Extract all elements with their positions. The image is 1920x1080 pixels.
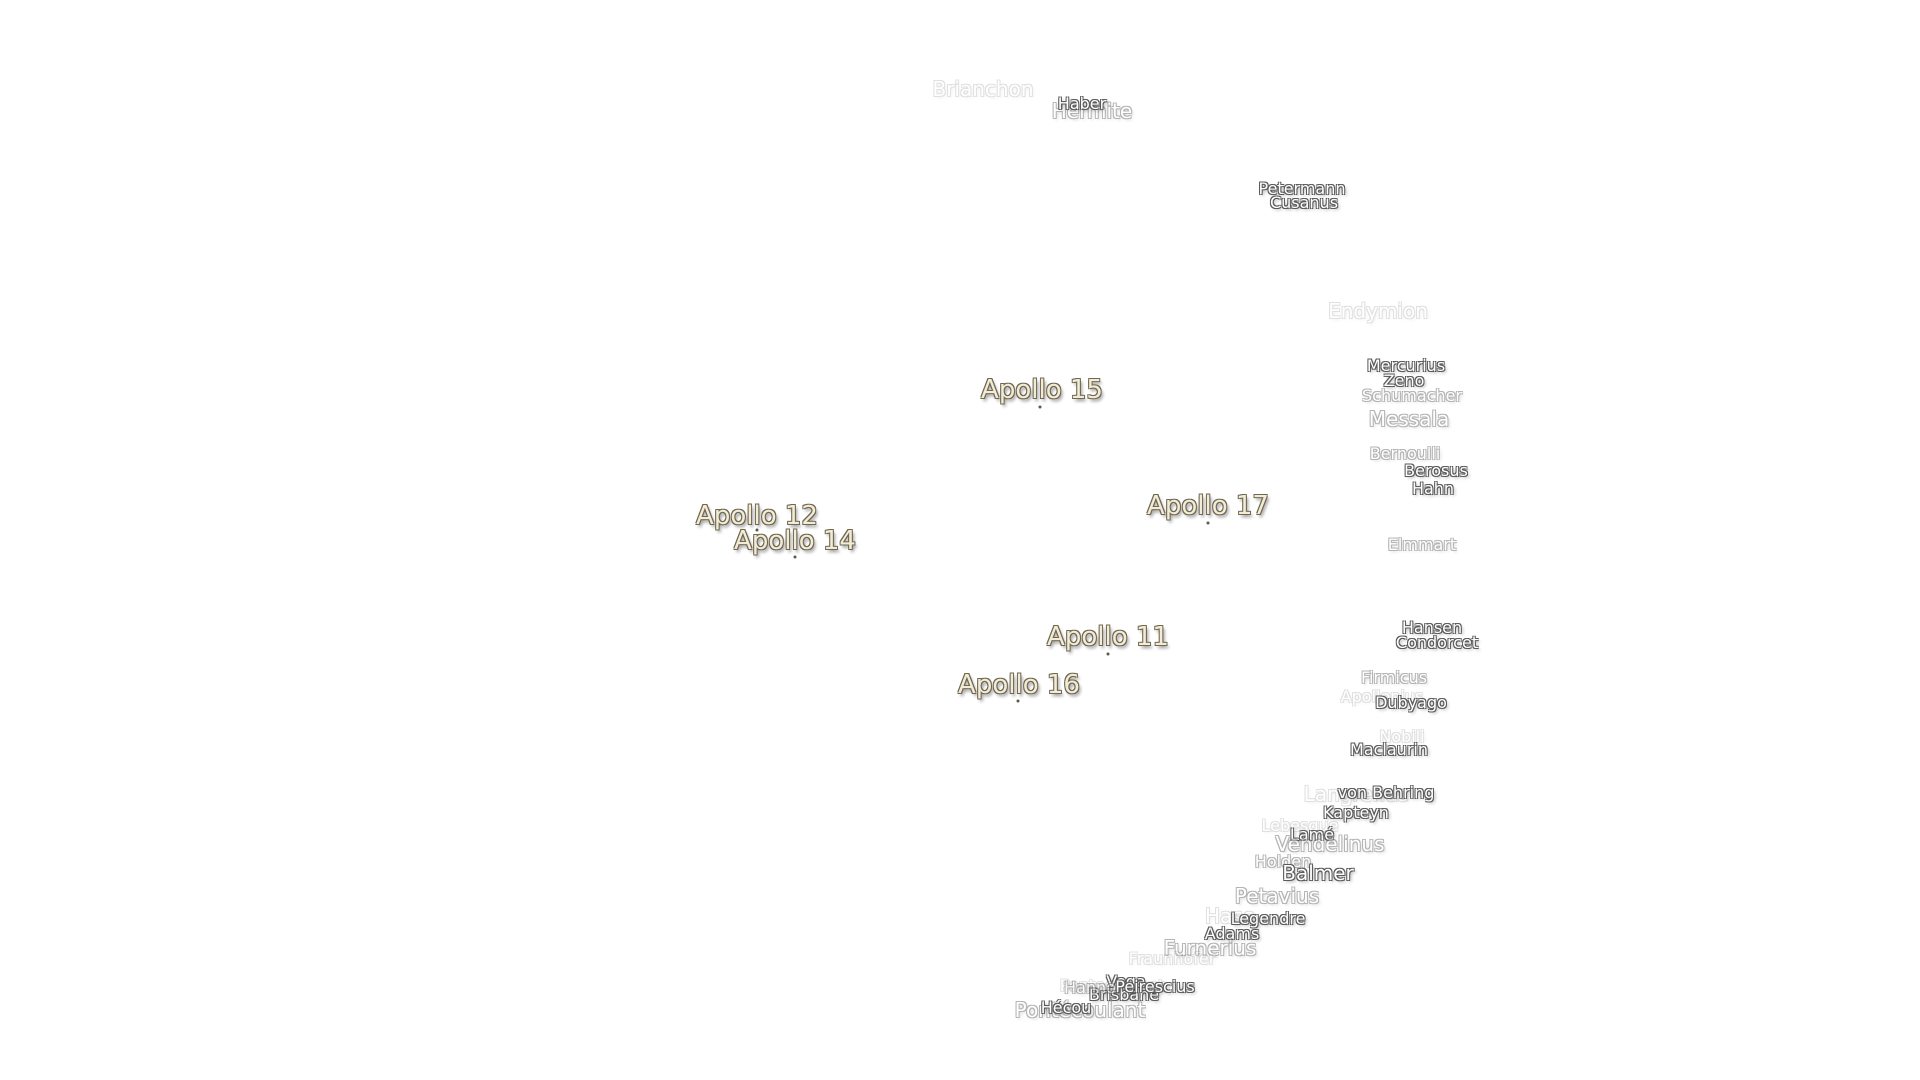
crater-label[interactable]: Petermann bbox=[1258, 179, 1346, 198]
crater-label[interactable]: Adams bbox=[1204, 924, 1260, 943]
crater-label[interactable]: Pontécoulant bbox=[1014, 998, 1146, 1022]
apollo-11-label[interactable]: Apollo 11 bbox=[1047, 622, 1169, 652]
apollo-17-marker bbox=[1206, 521, 1210, 525]
crater-label[interactable]: Petavius bbox=[1234, 884, 1320, 908]
crater-label[interactable]: Fraunhofer bbox=[1128, 949, 1216, 968]
crater-label[interactable]: Lamé bbox=[1289, 825, 1335, 844]
crater-label[interactable]: Dubyago bbox=[1375, 693, 1447, 712]
crater-label[interactable]: Firmicus bbox=[1360, 668, 1428, 687]
crater-label[interactable]: Hansen bbox=[1401, 618, 1463, 637]
apollo-17-label[interactable]: Apollo 17 bbox=[1147, 491, 1269, 521]
crater-label[interactable]: Hécou bbox=[1040, 998, 1092, 1017]
crater-label[interactable]: Apollonius bbox=[1340, 687, 1424, 706]
apollo-12-label[interactable]: Apollo 12 bbox=[696, 501, 818, 531]
crater-label[interactable]: Condorcet bbox=[1395, 633, 1479, 652]
crater-label[interactable]: Vendelinus bbox=[1275, 832, 1385, 856]
apollo-11-marker bbox=[1106, 652, 1110, 656]
crater-label[interactable]: Peirescius bbox=[1115, 977, 1195, 996]
crater-label[interactable]: Legendre bbox=[1230, 909, 1306, 928]
crater-label[interactable]: Hanno bbox=[1064, 978, 1116, 997]
crater-label[interactable]: Holden bbox=[1254, 852, 1312, 871]
crater-label[interactable]: Hermite bbox=[1051, 99, 1133, 123]
crater-label[interactable]: Zeno bbox=[1383, 371, 1425, 390]
crater-label[interactable]: Brianchon bbox=[932, 77, 1034, 101]
crater-label[interactable]: von Behring bbox=[1337, 783, 1435, 802]
apollo-12-marker bbox=[755, 528, 759, 532]
crater-label[interactable]: Brisbane bbox=[1088, 985, 1160, 1004]
crater-label[interactable]: Vega bbox=[1106, 972, 1146, 991]
crater-label[interactable]: Elmmart bbox=[1387, 535, 1457, 554]
crater-label[interactable]: Furnerius bbox=[1163, 936, 1257, 960]
crater-label[interactable]: Hase bbox=[1204, 904, 1256, 928]
crater-label[interactable]: Mercurius bbox=[1366, 356, 1446, 375]
crater-label[interactable]: Endymion bbox=[1328, 299, 1428, 323]
crater-label[interactable]: Lebesgue bbox=[1261, 816, 1339, 835]
apollo-15-label[interactable]: Apollo 15 bbox=[981, 375, 1103, 405]
crater-label[interactable]: Berosus bbox=[1404, 461, 1468, 480]
crater-label[interactable]: Balmer bbox=[1282, 861, 1354, 885]
crater-label[interactable]: Nobili bbox=[1379, 727, 1425, 746]
apollo-14-marker bbox=[793, 555, 797, 559]
crater-label[interactable]: Langrenus bbox=[1303, 782, 1409, 806]
crater-label[interactable]: Hahn bbox=[1411, 479, 1455, 498]
apollo-16-marker bbox=[1016, 699, 1020, 703]
crater-label[interactable]: Kapteyn bbox=[1323, 803, 1389, 822]
apollo-14-label[interactable]: Apollo 14 bbox=[734, 526, 856, 556]
crater-label[interactable]: Cusanus bbox=[1269, 193, 1339, 212]
apollo-15-marker bbox=[1038, 405, 1042, 409]
crater-label[interactable]: Schumacher bbox=[1362, 386, 1462, 405]
crater-label[interactable]: Maclaurin bbox=[1350, 740, 1428, 759]
crater-label[interactable]: Haber bbox=[1057, 94, 1107, 113]
apollo-16-label[interactable]: Apollo 16 bbox=[958, 670, 1080, 700]
crater-label[interactable]: Pontecoulant bbox=[1059, 976, 1165, 995]
crater-label[interactable]: Bernoulli bbox=[1369, 444, 1441, 463]
crater-label[interactable]: Messala bbox=[1368, 407, 1450, 431]
